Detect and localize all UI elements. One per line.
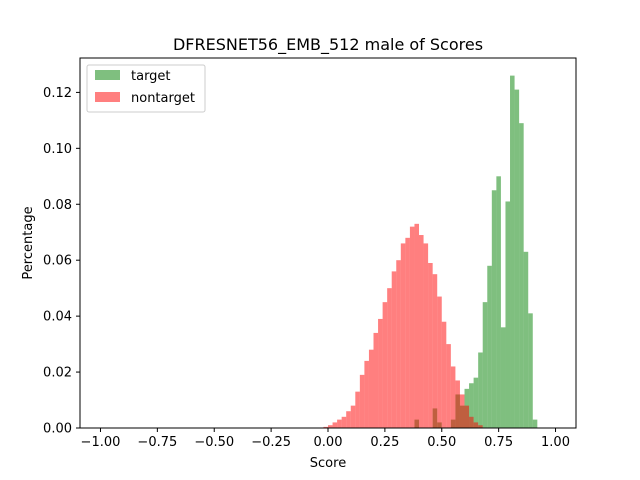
bar-nontarget-13 <box>382 302 388 428</box>
y-tick-label: 0.02 <box>43 366 72 381</box>
bar-nontarget-7 <box>355 391 360 428</box>
bar-nontarget-3 <box>337 419 342 428</box>
bar-nontarget-9 <box>364 360 369 428</box>
bar-nontarget-24 <box>432 274 438 428</box>
legend-swatch-target <box>95 70 120 80</box>
bar-nontarget-2 <box>332 422 338 428</box>
x-axis-label: Score <box>310 456 346 471</box>
bar-nontarget-17 <box>400 243 406 428</box>
y-tick-label: 0.10 <box>43 142 72 157</box>
y-axis-label: Percentage <box>21 206 36 279</box>
y-tick-label: 0.00 <box>43 422 72 437</box>
bar-nontarget-6 <box>350 405 356 428</box>
bar-target-12 <box>491 190 497 428</box>
bar-nontarget-34 <box>478 425 483 428</box>
bar-nontarget-5 <box>346 411 351 428</box>
bar-nontarget-0 <box>323 426 328 428</box>
bar-nontarget-14 <box>387 288 392 428</box>
bar-target-15 <box>505 201 511 428</box>
y-tick-label: 0.06 <box>43 254 72 269</box>
x-tick-label: 1.00 <box>541 435 570 450</box>
bar-nontarget-1 <box>328 425 333 428</box>
bar-target-17 <box>514 89 520 428</box>
bar-target-20 <box>528 313 533 428</box>
bar-target-19 <box>523 251 529 428</box>
x-tick-label: 0.25 <box>370 435 399 450</box>
legend-swatch-nontarget <box>95 92 120 102</box>
x-tick-label: −1.00 <box>81 435 121 450</box>
bar-target-11 <box>487 265 492 428</box>
bar-nontarget-19 <box>409 226 415 428</box>
bar-nontarget-31 <box>464 405 470 428</box>
bar-nontarget-16 <box>396 260 401 428</box>
bar-nontarget-32 <box>469 416 474 428</box>
bar-target-9 <box>478 352 483 428</box>
x-tick-label: 0.00 <box>314 435 343 450</box>
y-tick-label: 0.12 <box>43 86 72 101</box>
bar-target-13 <box>496 176 501 428</box>
bar-nontarget-8 <box>359 374 365 428</box>
bar-target-16 <box>510 75 515 429</box>
bar-target-14 <box>500 327 506 428</box>
legend-label-target: target <box>131 69 171 84</box>
bar-target-7 <box>469 383 474 428</box>
x-tick-label: −0.50 <box>194 435 234 450</box>
bar-nontarget-12 <box>378 318 383 428</box>
legend: target nontarget <box>86 64 206 113</box>
bar-nontarget-27 <box>446 344 451 428</box>
legend-label-nontarget: nontarget <box>131 91 195 106</box>
bar-target-18 <box>519 123 524 428</box>
x-tick-label: 0.50 <box>427 435 456 450</box>
y-tick-label: 0.04 <box>43 310 72 325</box>
bar-nontarget-10 <box>368 349 374 428</box>
bar-nontarget-15 <box>391 271 397 428</box>
y-tick-label: 0.08 <box>43 198 72 213</box>
bar-target-21 <box>532 419 538 428</box>
bar-nontarget-18 <box>405 237 410 428</box>
bar-target-8 <box>473 377 479 428</box>
bar-nontarget-22 <box>423 243 429 428</box>
x-tick-label: −0.25 <box>251 435 291 450</box>
bar-nontarget-33 <box>473 422 479 428</box>
bar-target-10 <box>482 302 488 428</box>
bar-nontarget-4 <box>341 416 347 428</box>
bar-nontarget-25 <box>437 296 442 428</box>
x-tick-label: −0.75 <box>137 435 177 450</box>
axes-layer: −1.00 −0.75 −0.50 −0.25 0.00 0.25 0.50 0.75 1.00… <box>43 57 577 450</box>
bar-nontarget-29 <box>455 380 460 428</box>
bar-nontarget-30 <box>459 394 465 428</box>
bar-nontarget-11 <box>373 332 379 428</box>
bar-nontarget-21 <box>419 235 424 428</box>
bar-nontarget-20 <box>414 223 420 428</box>
bar-nontarget-26 <box>441 321 447 428</box>
bar-nontarget-23 <box>428 263 433 428</box>
bar-nontarget-28 <box>450 366 456 428</box>
chart-title: DFRESNET56_EMB_512 male of Scores <box>173 35 483 55</box>
bars-layer <box>323 75 538 429</box>
x-tick-label: 0.75 <box>484 435 513 450</box>
